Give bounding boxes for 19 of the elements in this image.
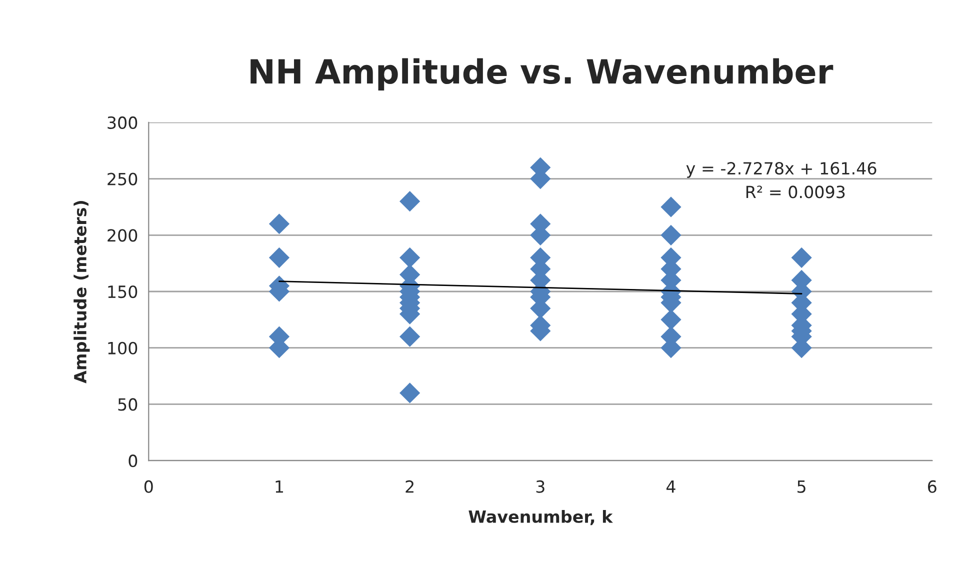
y-axis-title: Amplitude (meters) bbox=[74, 201, 90, 384]
annotation: y = -2.7278x + 161.46 bbox=[686, 162, 876, 178]
x-tick-label: 3 bbox=[536, 480, 544, 493]
y-tick-label: 150 bbox=[108, 285, 138, 298]
y-tick-label: 0 bbox=[128, 454, 138, 468]
x-axis-title: Wavenumber, k bbox=[468, 510, 613, 526]
annotation: R² = 0.0093 bbox=[746, 186, 845, 198]
x-tick-label: 0 bbox=[144, 480, 153, 493]
y-tick-label: 300 bbox=[108, 116, 138, 129]
chart-title: NH Amplitude vs. Wavenumber bbox=[250, 58, 834, 90]
x-tick-label: 1 bbox=[276, 480, 283, 493]
x-tick-label: 6 bbox=[928, 480, 936, 493]
x-tick-label: 2 bbox=[406, 480, 414, 493]
y-tick-label: 250 bbox=[108, 172, 138, 186]
x-tick-label: 4 bbox=[666, 480, 676, 493]
y-tick-label: 100 bbox=[108, 342, 138, 354]
x-tick-label: 5 bbox=[798, 480, 806, 493]
y-tick-label: 200 bbox=[108, 229, 138, 242]
y-tick-label: 50 bbox=[118, 398, 138, 411]
